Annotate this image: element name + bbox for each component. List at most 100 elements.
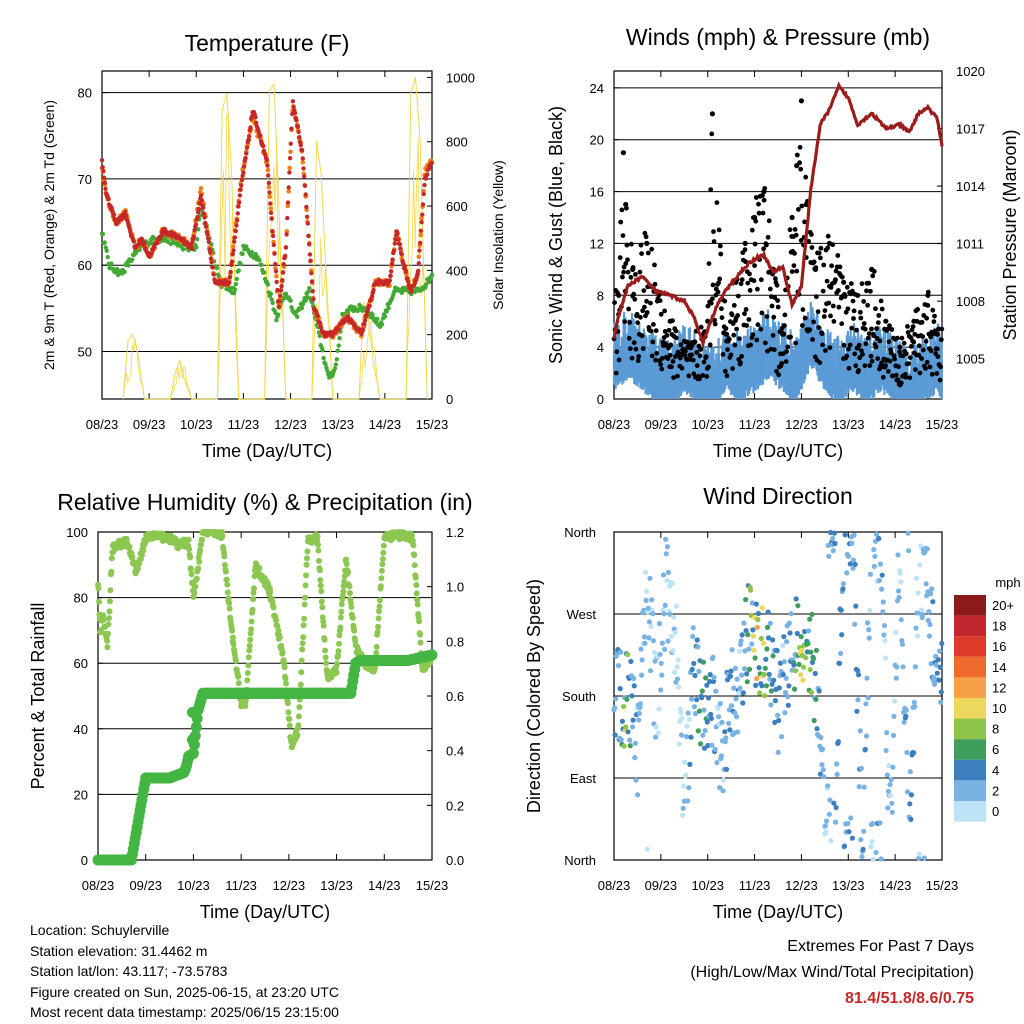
direction-point: [651, 649, 658, 656]
direction-point: [782, 690, 789, 696]
rh-point: [377, 597, 383, 604]
gust-point: [924, 359, 930, 365]
gust-point: [636, 354, 642, 359]
direction-point: [750, 633, 757, 639]
gust-point: [716, 280, 721, 286]
temp2m-point: [283, 253, 288, 258]
gust-point: [748, 342, 753, 348]
direction-point: [764, 624, 771, 631]
gust-point: [633, 346, 639, 352]
temp2m-point: [232, 239, 237, 244]
temp2m-point: [229, 262, 234, 268]
gust-point: [849, 325, 855, 331]
gust-point: [868, 353, 874, 359]
gust-point: [823, 348, 828, 353]
direction-point: [855, 697, 861, 703]
rh-point: [417, 631, 424, 638]
direction-point: [870, 856, 876, 863]
gust-point: [751, 278, 757, 284]
direction-point: [736, 648, 743, 654]
temp2m-point: [362, 318, 368, 323]
temp2m-point: [206, 239, 211, 245]
direction-point: [741, 666, 748, 672]
gust-point: [851, 308, 857, 314]
temp9m-point: [265, 167, 271, 173]
precip-point: [187, 706, 198, 718]
direction-point: [854, 708, 860, 714]
dewpoint-point: [332, 366, 338, 371]
gust-point: [792, 227, 798, 232]
temp2m-point: [131, 239, 136, 244]
colorbar-swatch: [954, 780, 986, 801]
direction-point: [683, 734, 690, 740]
direction-point: [692, 711, 699, 717]
x-tick-label: 11/23: [225, 878, 257, 893]
gust-point: [738, 360, 743, 366]
gust-point: [689, 352, 694, 358]
rh-point: [224, 589, 231, 596]
gust-point: [764, 314, 770, 319]
gust-point: [811, 259, 817, 265]
direction-point: [729, 647, 735, 653]
temp2m-point: [236, 204, 241, 209]
rh-point: [185, 536, 192, 543]
chart-panel-3: Relative Humidity (%) & Precipitation (i…: [28, 489, 473, 922]
gust-point: [791, 263, 797, 268]
temp2m-point: [234, 218, 240, 223]
direction-point: [705, 695, 712, 701]
temp2m-point: [297, 135, 302, 140]
dewpoint-point: [288, 298, 293, 303]
temp2m-point: [302, 183, 308, 188]
direction-point: [754, 624, 761, 630]
x-axis-label: Time (Day/UTC): [713, 902, 843, 922]
x-tick-label: 15/23: [926, 878, 959, 893]
temp2m-point: [205, 232, 210, 237]
direction-point: [646, 635, 652, 641]
rh-point: [108, 568, 115, 575]
rh-point: [283, 680, 289, 687]
direction-point: [892, 698, 898, 704]
direction-point: [889, 800, 895, 807]
temp2m-point: [237, 193, 243, 198]
rh-point: [232, 657, 239, 664]
temp2m-point: [244, 145, 250, 150]
rh-point: [340, 588, 347, 595]
gust-point: [717, 276, 723, 282]
rh-point: [409, 532, 415, 539]
elevation-text: Station elevation: 31.4462 m: [30, 942, 208, 959]
direction-point: [899, 641, 906, 647]
temp2m-point: [292, 110, 298, 116]
direction-point: [672, 669, 678, 675]
direction-point: [767, 620, 773, 626]
gust-point: [883, 363, 888, 368]
precip-point: [190, 721, 202, 733]
gust-point: [886, 369, 891, 374]
colorbar-label: 4: [992, 763, 999, 778]
temp2m-point: [273, 261, 278, 267]
chart-panel-1: Temperature (F) 50 60 70 80 08/23 09/23 10/23 11…: [41, 30, 506, 461]
rh-point: [411, 562, 418, 569]
rh-point: [343, 556, 350, 563]
rh-point: [105, 621, 112, 628]
y2-tick-label: 200: [446, 328, 468, 343]
dewpoint-point: [299, 305, 305, 311]
rh-point: [375, 615, 382, 622]
gust-point: [938, 364, 944, 370]
dewpoint-point: [105, 254, 110, 260]
direction-point: [856, 672, 862, 678]
gust-point: [706, 261, 712, 266]
temp9m-point: [274, 273, 279, 279]
direction-point: [848, 815, 854, 821]
rh-point: [413, 582, 420, 588]
temp2m-point: [254, 120, 259, 126]
gust-point: [866, 280, 872, 286]
direction-point: [878, 856, 884, 862]
gust-point: [822, 308, 828, 313]
direction-point: [759, 683, 765, 689]
direction-point: [636, 710, 642, 717]
direction-point: [813, 647, 820, 654]
direction-point: [763, 683, 770, 689]
temp2m-point: [309, 271, 314, 276]
direction-point: [791, 662, 797, 668]
